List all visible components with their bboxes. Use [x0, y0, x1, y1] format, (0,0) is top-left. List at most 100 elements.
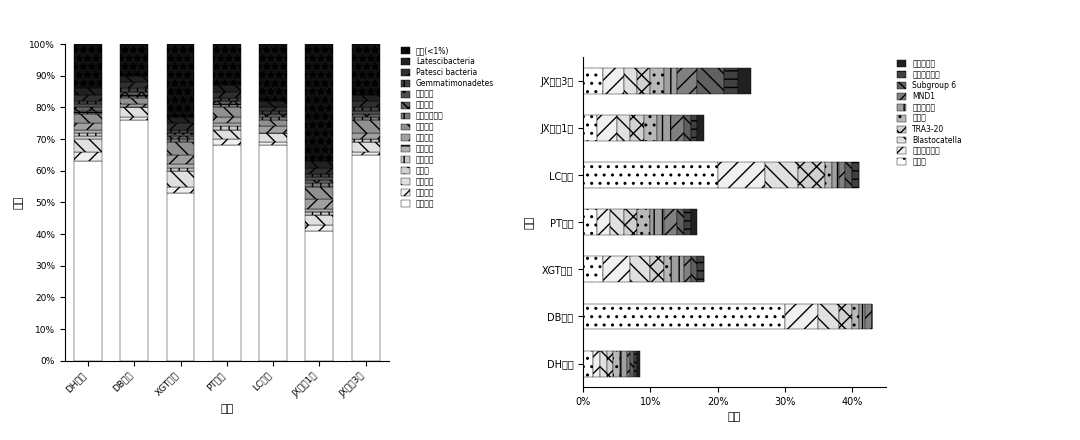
Bar	[765, 162, 798, 188]
Bar	[691, 209, 698, 235]
Bar	[166, 155, 194, 165]
Bar	[75, 123, 102, 129]
Bar	[352, 117, 379, 120]
Bar	[75, 110, 102, 114]
Bar	[352, 142, 379, 152]
Bar	[75, 95, 102, 101]
Bar	[306, 199, 334, 209]
Bar	[691, 257, 698, 282]
Bar	[798, 162, 825, 188]
Bar	[825, 162, 832, 188]
Bar	[865, 304, 873, 330]
Bar	[852, 162, 859, 188]
Bar	[600, 351, 607, 377]
Bar	[623, 68, 637, 94]
Bar	[604, 68, 623, 94]
Bar	[620, 351, 626, 377]
Bar	[213, 107, 241, 117]
Legend: 水雷氏菌属, 慢生根瘤菌属, Subgroup 6, MND1, 生丝微菌属, 线粒体, TRA3-20, Blastocatella, 极地单胞菌属, 叶綠体: 水雷氏菌属, 慢生根瘤菌属, Subgroup 6, MND1, 生丝微菌属, …	[895, 58, 963, 168]
Bar	[306, 231, 334, 361]
Bar	[846, 162, 852, 188]
Bar	[306, 180, 334, 183]
Bar	[166, 165, 194, 168]
Bar	[677, 68, 698, 94]
Bar	[852, 304, 859, 330]
Bar	[610, 209, 623, 235]
Bar	[717, 162, 765, 188]
Bar	[259, 142, 287, 145]
Bar	[166, 44, 194, 117]
Bar	[75, 114, 102, 123]
Bar	[75, 129, 102, 133]
Bar	[684, 257, 691, 282]
Bar	[75, 152, 102, 161]
Bar	[583, 162, 717, 188]
Bar	[259, 133, 287, 142]
Bar	[259, 126, 287, 133]
Bar	[306, 224, 334, 231]
Bar	[213, 117, 241, 123]
Bar	[75, 136, 102, 139]
Bar	[306, 161, 334, 168]
Bar	[725, 68, 738, 94]
Bar	[166, 171, 194, 187]
Bar	[626, 351, 631, 377]
Bar	[120, 98, 148, 104]
Bar	[637, 351, 640, 377]
Bar	[596, 115, 617, 141]
Bar	[583, 68, 604, 94]
Bar	[604, 257, 631, 282]
Bar	[684, 115, 691, 141]
Bar	[259, 114, 287, 117]
Bar	[120, 107, 148, 117]
Bar	[352, 120, 379, 133]
Bar	[306, 212, 334, 215]
Bar	[352, 110, 379, 114]
Bar	[583, 351, 593, 377]
Bar	[583, 257, 604, 282]
Bar	[671, 115, 684, 141]
Bar	[306, 168, 334, 174]
Bar	[213, 139, 241, 145]
Bar	[352, 107, 379, 110]
Bar	[650, 209, 664, 235]
Bar	[613, 351, 620, 377]
Bar	[166, 187, 194, 193]
Bar	[637, 68, 650, 94]
Bar	[617, 115, 631, 141]
Bar	[664, 68, 677, 94]
Bar	[306, 215, 334, 224]
Bar	[120, 88, 148, 92]
Bar	[306, 209, 334, 212]
Bar	[352, 139, 379, 142]
Bar	[213, 123, 241, 126]
Bar	[785, 304, 819, 330]
Bar	[631, 115, 644, 141]
Bar	[259, 107, 287, 110]
Bar	[644, 115, 657, 141]
Bar	[213, 44, 241, 85]
Bar	[166, 117, 194, 123]
Bar	[352, 133, 379, 139]
Bar	[583, 115, 596, 141]
Bar	[352, 152, 379, 155]
Bar	[738, 68, 752, 94]
Bar	[352, 114, 379, 117]
Bar	[213, 129, 241, 139]
Bar	[259, 44, 287, 101]
Bar	[352, 44, 379, 95]
Bar	[213, 126, 241, 129]
Bar	[637, 209, 650, 235]
Bar	[698, 68, 725, 94]
Bar	[352, 155, 379, 361]
Bar	[75, 133, 102, 136]
Bar	[306, 177, 334, 180]
Bar	[120, 44, 148, 76]
Y-axis label: 水厂: 水厂	[525, 216, 535, 229]
Bar	[583, 209, 596, 235]
Bar	[623, 209, 637, 235]
Bar	[166, 193, 194, 361]
Bar	[306, 183, 334, 187]
Bar	[166, 136, 194, 139]
Bar	[75, 161, 102, 361]
